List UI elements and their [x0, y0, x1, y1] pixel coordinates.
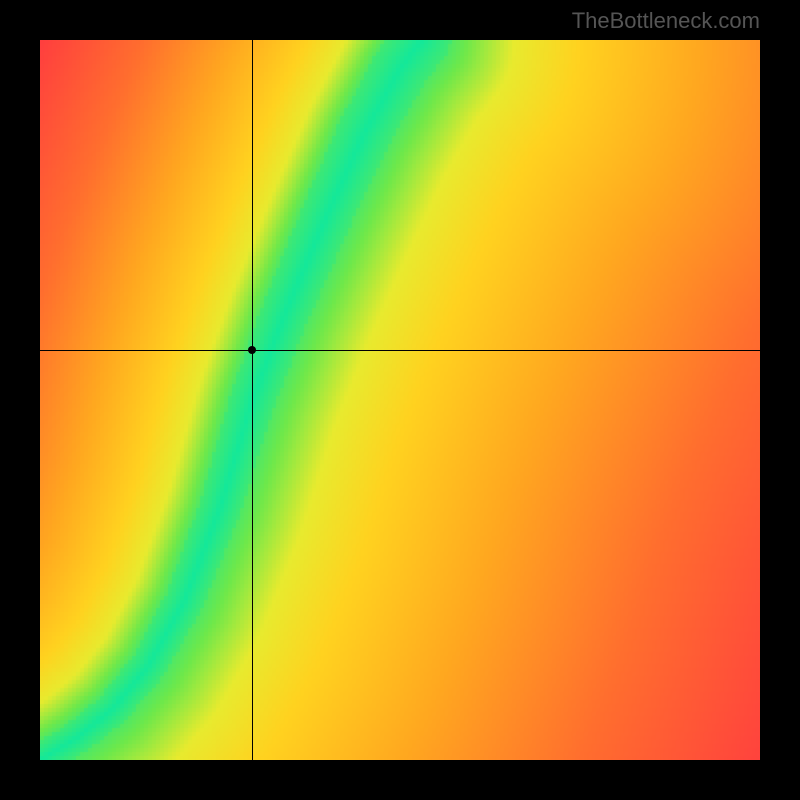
heatmap-plot	[40, 40, 760, 760]
crosshair-horizontal	[40, 350, 760, 351]
watermark-text: TheBottleneck.com	[572, 8, 760, 34]
heatmap-canvas	[40, 40, 760, 760]
crosshair-vertical	[252, 40, 253, 760]
marker-dot	[248, 346, 256, 354]
